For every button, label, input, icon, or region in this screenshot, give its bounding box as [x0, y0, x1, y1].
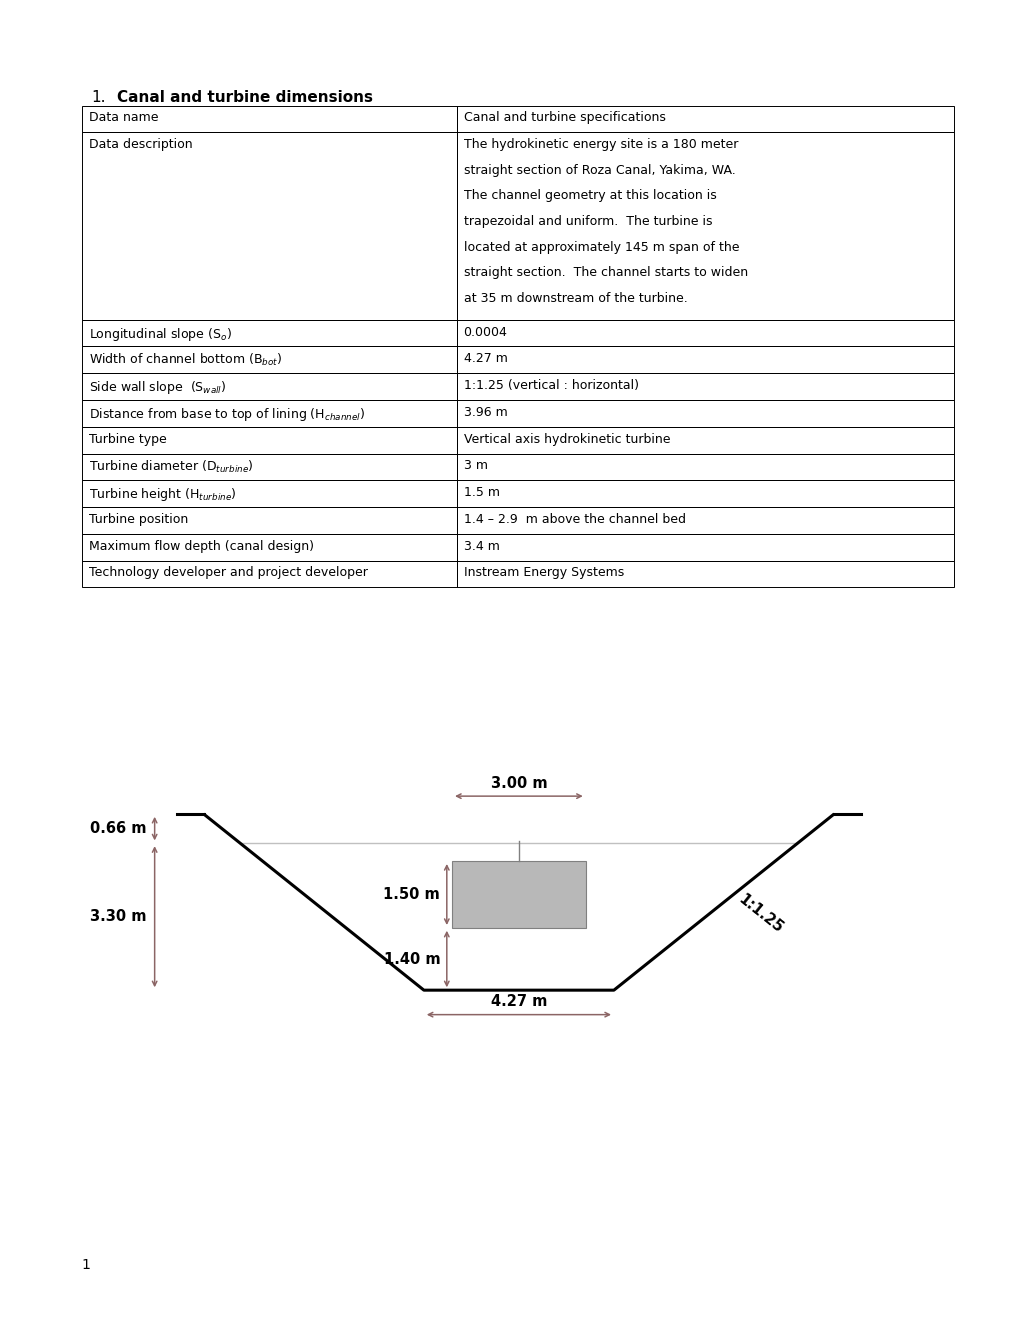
Text: Data description: Data description	[89, 139, 192, 152]
Text: 0.0004: 0.0004	[463, 326, 507, 338]
Text: Turbine height (H$_{turbine}$): Turbine height (H$_{turbine}$)	[89, 486, 236, 503]
Text: 3.30 m: 3.30 m	[90, 909, 147, 924]
Text: Maximum flow depth (canal design): Maximum flow depth (canal design)	[89, 540, 313, 553]
Text: 4.27 m: 4.27 m	[490, 994, 546, 1010]
Text: 3.4 m: 3.4 m	[463, 540, 499, 553]
Text: Width of channel bottom (B$_{bot}$): Width of channel bottom (B$_{bot}$)	[89, 352, 281, 368]
Text: 1.5 m: 1.5 m	[463, 486, 499, 499]
Text: Distance from base to top of lining (H$_{channel}$): Distance from base to top of lining (H$_…	[89, 405, 365, 422]
Text: trapezoidal and uniform.  The turbine is: trapezoidal and uniform. The turbine is	[463, 215, 711, 228]
Text: Technology developer and project developer: Technology developer and project develop…	[89, 566, 367, 579]
Text: Vertical axis hydrokinetic turbine: Vertical axis hydrokinetic turbine	[463, 433, 669, 446]
Text: 3 m: 3 m	[463, 459, 487, 473]
Text: located at approximately 145 m span of the: located at approximately 145 m span of t…	[463, 240, 739, 253]
Text: 3.00 m: 3.00 m	[490, 776, 546, 791]
Text: 4.27 m: 4.27 m	[463, 352, 507, 366]
Text: 1.50 m: 1.50 m	[383, 887, 440, 902]
Text: 1:1.25 (vertical : horizontal): 1:1.25 (vertical : horizontal)	[463, 379, 638, 392]
Text: Turbine diameter (D$_{turbine}$): Turbine diameter (D$_{turbine}$)	[89, 459, 253, 475]
Text: Data name: Data name	[89, 111, 158, 124]
Text: Longitudinal slope (S$_o$): Longitudinal slope (S$_o$)	[89, 326, 231, 342]
Text: 1.: 1.	[92, 90, 106, 104]
Text: Turbine type: Turbine type	[89, 433, 166, 446]
Text: Side wall slope  (S$_{wall}$): Side wall slope (S$_{wall}$)	[89, 379, 226, 396]
Text: The channel geometry at this location is: The channel geometry at this location is	[463, 190, 715, 202]
Text: Canal and turbine dimensions: Canal and turbine dimensions	[117, 90, 373, 104]
Text: 1.4 – 2.9  m above the channel bed: 1.4 – 2.9 m above the channel bed	[463, 513, 685, 525]
Text: 0.66 m: 0.66 m	[90, 821, 147, 836]
Text: 1:1.25: 1:1.25	[735, 892, 785, 936]
Bar	[451, 861, 585, 928]
Text: 1: 1	[82, 1258, 91, 1272]
Text: Instream Energy Systems: Instream Energy Systems	[463, 566, 624, 579]
Text: 1.40 m: 1.40 m	[383, 952, 440, 966]
Text: 3.96 m: 3.96 m	[463, 405, 506, 418]
Text: straight section.  The channel starts to widen: straight section. The channel starts to …	[463, 267, 747, 280]
Text: at 35 m downstream of the turbine.: at 35 m downstream of the turbine.	[463, 292, 687, 305]
Text: straight section of Roza Canal, Yakima, WA.: straight section of Roza Canal, Yakima, …	[463, 164, 735, 177]
Text: Canal and turbine specifications: Canal and turbine specifications	[463, 111, 664, 124]
Text: Turbine position: Turbine position	[89, 513, 187, 525]
Text: The hydrokinetic energy site is a 180 meter: The hydrokinetic energy site is a 180 me…	[463, 139, 737, 152]
